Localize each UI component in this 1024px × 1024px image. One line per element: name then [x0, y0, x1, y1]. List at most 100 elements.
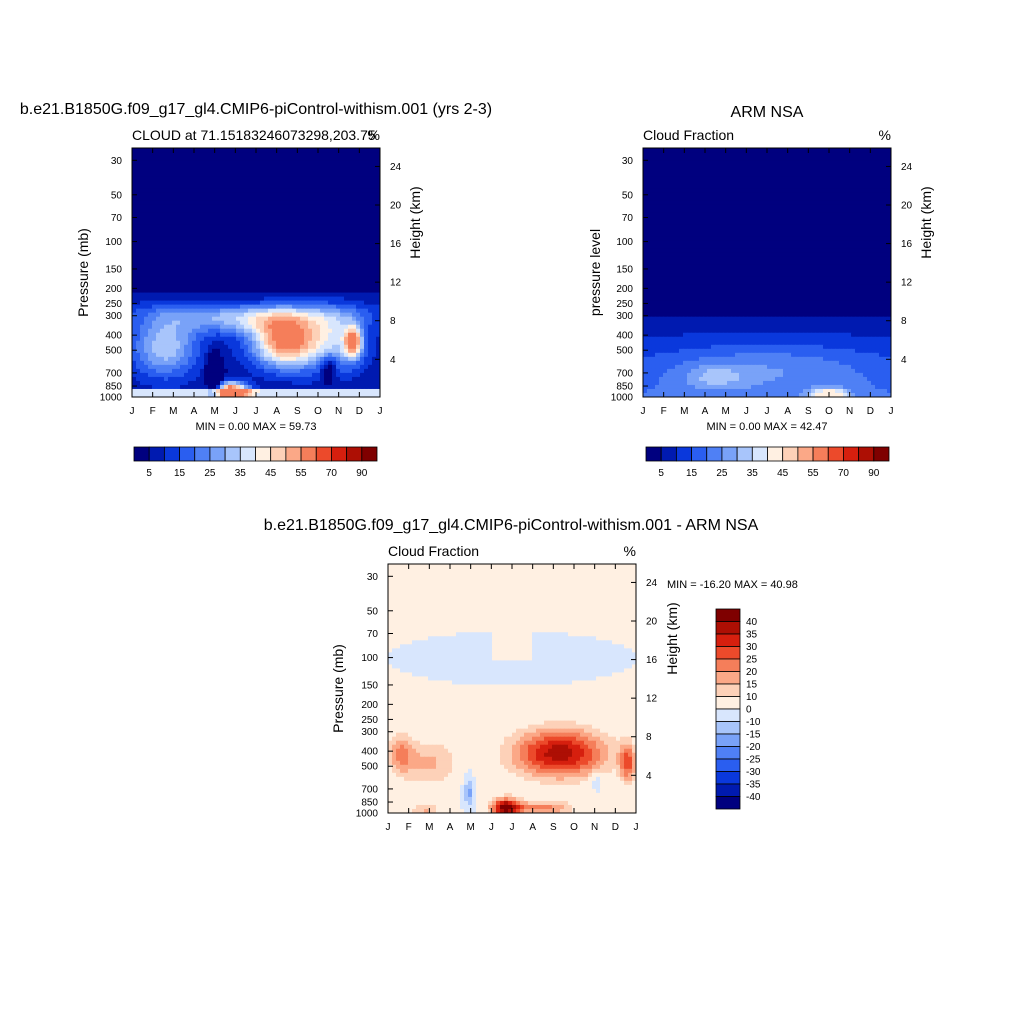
heatmap-cell [647, 184, 652, 189]
heatmap-cell [304, 208, 309, 213]
heatmap-cell [176, 208, 181, 213]
heatmap-cell [220, 208, 225, 213]
heatmap-cell [224, 348, 229, 354]
heatmap-cell [316, 272, 321, 278]
heatmap-cell [775, 208, 780, 213]
heatmap-cell [228, 316, 233, 322]
heatmap-cell [136, 196, 141, 201]
heatmap-cell [344, 288, 349, 294]
heatmap-cell [256, 340, 261, 346]
heatmap-cell [799, 196, 804, 201]
heatmap-cell [256, 388, 261, 394]
heatmap-cell [376, 152, 380, 157]
heatmap-cell [240, 348, 245, 354]
heatmap-cell [715, 200, 720, 205]
heatmap-cell [296, 352, 301, 358]
heatmap-cell [236, 392, 241, 397]
heatmap-cell [260, 168, 265, 173]
heatmap-cell [300, 284, 305, 290]
heatmap-cell [755, 212, 760, 217]
heatmap-cell [176, 272, 181, 278]
heatmap-cell [300, 244, 305, 250]
heatmap-cell [248, 252, 253, 258]
heatmap-cell [340, 160, 345, 165]
heatmap-cell [272, 200, 277, 205]
heatmap-cell [851, 200, 856, 205]
heatmap-cell [232, 244, 237, 250]
heatmap-cell [324, 196, 329, 201]
heatmap-cell [160, 184, 165, 189]
heatmap-cell [268, 300, 273, 306]
heatmap-cell [320, 340, 325, 346]
heatmap-cell [184, 168, 189, 173]
heatmap-cell [216, 376, 221, 382]
heatmap-cell [212, 236, 217, 241]
heatmap-cell [711, 148, 716, 153]
heatmap-cell [803, 196, 808, 201]
heatmap-cell [136, 180, 141, 185]
heatmap-cell [763, 196, 768, 201]
heatmap-cell [651, 168, 656, 173]
heatmap-cell [288, 312, 293, 318]
heatmap-cell [236, 244, 241, 250]
heatmap-cell [296, 364, 301, 370]
heatmap-cell [144, 160, 149, 165]
heatmap-cell [188, 372, 193, 378]
heatmap-cell [332, 188, 337, 193]
panel-1: 3050701001502002503004005007008501000481… [20, 101, 492, 479]
heatmap-cell [372, 388, 377, 394]
heatmap-cell [683, 204, 688, 209]
heatmap-cell [192, 184, 197, 189]
heatmap-cell [256, 288, 261, 294]
heatmap-cell [843, 200, 848, 205]
heatmap-cell [695, 168, 700, 173]
heatmap-cell [775, 196, 780, 201]
heatmap-cell [188, 156, 193, 161]
heatmap-cell [228, 252, 233, 258]
heatmap-cell [687, 164, 692, 169]
heatmap-cell [164, 300, 169, 306]
heatmap-cell [328, 160, 333, 165]
heatmap-cell [743, 180, 748, 185]
heatmap-cell [264, 356, 269, 362]
heatmap-cell [368, 368, 373, 374]
heatmap-cell [232, 192, 237, 197]
heatmap-cell [679, 204, 684, 209]
heatmap-cell [711, 176, 716, 181]
heatmap-cell [368, 304, 373, 310]
heatmap-cell [216, 356, 221, 362]
heatmap-cell [212, 304, 217, 310]
heatmap-cell [180, 392, 185, 397]
heatmap-cell [767, 164, 772, 169]
heatmap-cell [304, 376, 309, 382]
heatmap-cell [855, 180, 860, 185]
heatmap-cell [348, 188, 353, 193]
heatmap-cell [296, 236, 301, 241]
heatmap-cell [144, 224, 149, 229]
heatmap-cell [336, 176, 341, 181]
heatmap-cell [703, 184, 708, 189]
heatmap-cell [304, 372, 309, 378]
heatmap-cell [264, 364, 269, 370]
heatmap-cell [228, 352, 233, 358]
heatmap-cell [887, 148, 891, 153]
heatmap-cell [256, 368, 261, 374]
heatmap-cell [767, 192, 772, 197]
heatmap-cell [348, 280, 353, 286]
heatmap-cell [819, 172, 824, 177]
heatmap-cell [280, 212, 285, 217]
heatmap-cell [208, 256, 213, 262]
heatmap-cell [707, 212, 712, 217]
heatmap-cell [160, 248, 165, 254]
heatmap-cell [292, 380, 297, 386]
heatmap-cell [292, 280, 297, 286]
heatmap-cell [160, 256, 165, 262]
heatmap-cell [208, 364, 213, 370]
heatmap-cell [352, 172, 357, 177]
heatmap-cell [332, 384, 337, 390]
heatmap-cell [364, 208, 369, 213]
heatmap-cell [216, 208, 221, 213]
heatmap-cell [216, 340, 221, 346]
heatmap-cell [248, 336, 253, 342]
heatmap-cell [168, 276, 173, 282]
